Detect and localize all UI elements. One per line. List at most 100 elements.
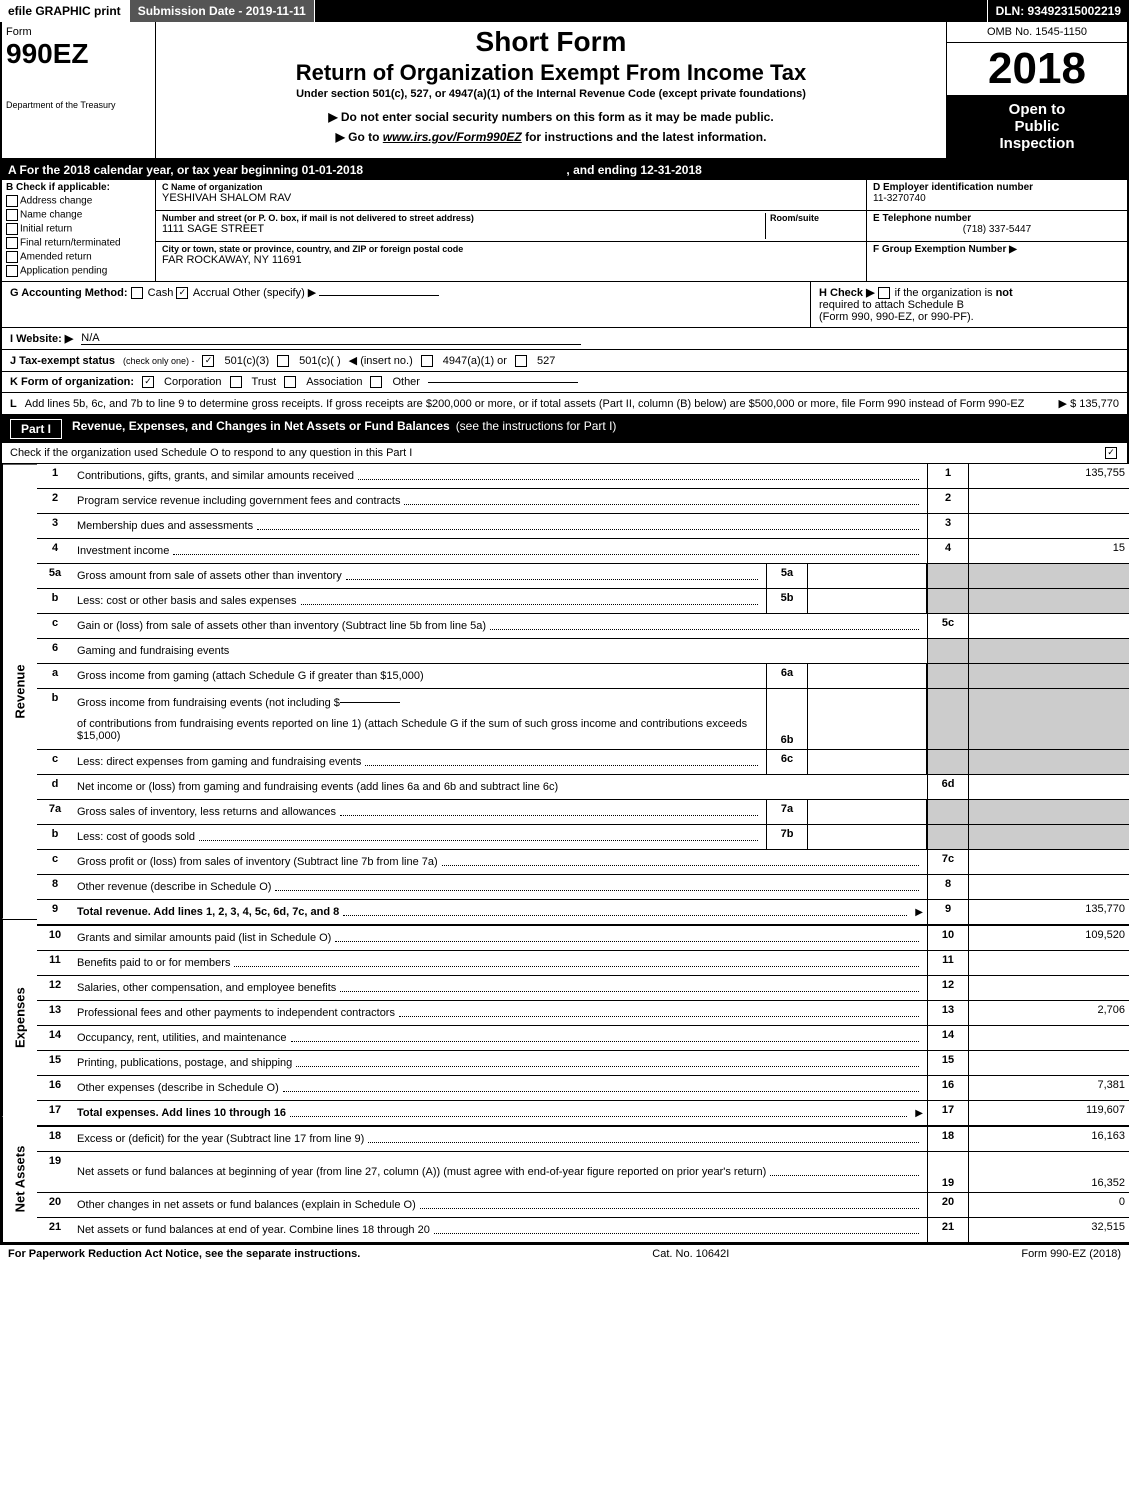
section-e: E Telephone number (718) 337-5447 <box>867 211 1127 242</box>
footer-center: Cat. No. 10642I <box>360 1248 1021 1260</box>
l-text: Add lines 5b, 6c, and 7b to line 9 to de… <box>25 398 1051 410</box>
accounting-label: G Accounting Method: <box>10 287 128 299</box>
header-right: OMB No. 1545-1150 2018 Open to Public In… <box>947 22 1127 158</box>
city-value: FAR ROCKAWAY, NY 11691 <box>162 254 860 266</box>
line-17-desc: Total expenses. Add lines 10 through 16 <box>77 1107 286 1119</box>
check-schedule-o[interactable] <box>1105 447 1117 459</box>
check-address-change[interactable]: Address change <box>6 195 151 207</box>
line-5b-subval <box>808 589 927 613</box>
check-accrual[interactable] <box>176 287 188 299</box>
line-6a: a Gross income from gaming (attach Sched… <box>37 663 1129 688</box>
line-6b: b Gross income from fundraising events (… <box>37 688 1129 749</box>
line-4-val: 15 <box>968 539 1129 563</box>
check-501c3[interactable] <box>202 355 214 367</box>
check-corp[interactable] <box>142 376 154 388</box>
line-7c-desc: Gross profit or (loss) from sales of inv… <box>77 856 438 868</box>
submission-date: Submission Date - 2019-11-11 <box>130 0 315 22</box>
section-k: K Form of organization: Corporation Trus… <box>0 372 1129 393</box>
line-17: 17 Total expenses. Add lines 10 through … <box>37 1100 1129 1125</box>
open-line1: Open to <box>953 101 1121 118</box>
period-end: , and ending 12-31-2018 <box>566 163 701 177</box>
j-detail: (check only one) - <box>123 356 195 366</box>
cash-label: Cash <box>148 287 174 299</box>
check-h[interactable] <box>878 287 890 299</box>
line-4-desc: Investment income <box>77 545 169 557</box>
city-label: City or town, state or province, country… <box>162 244 860 254</box>
section-g: G Accounting Method: Cash Accrual Other … <box>2 282 810 327</box>
dln: DLN: 93492315002219 <box>987 0 1129 22</box>
line-4: 4 Investment income 4 15 <box>37 538 1129 563</box>
line-14-val <box>968 1026 1129 1050</box>
line-6c-subval <box>808 750 927 774</box>
line-8: 8 Other revenue (describe in Schedule O)… <box>37 874 1129 899</box>
line-5a-subval <box>808 564 927 588</box>
line-6c-sub: 6c <box>766 750 808 774</box>
ein-value: 11-3270740 <box>873 193 1121 204</box>
part1-instr: (see the instructions for Part I) <box>456 419 617 439</box>
check-name-change[interactable]: Name change <box>6 209 151 221</box>
street-cell: Number and street (or P. O. box, if mail… <box>156 211 866 242</box>
check-initial-return[interactable]: Initial return <box>6 223 151 235</box>
line-15-val <box>968 1051 1129 1075</box>
section-c: C Name of organization YESHIVAH SHALOM R… <box>156 180 866 281</box>
open-line2: Public <box>953 118 1121 135</box>
check-final-return[interactable]: Final return/terminated <box>6 237 151 249</box>
line-13-val: 2,706 <box>968 1001 1129 1025</box>
line-11: 11 Benefits paid to or for members 11 <box>37 950 1129 975</box>
line-18-val: 16,163 <box>968 1127 1129 1151</box>
l-value: ▶ $ 135,770 <box>1059 397 1119 410</box>
tax-year: 2018 <box>947 43 1127 95</box>
phone-value: (718) 337-5447 <box>873 224 1121 235</box>
other-org-label: Other <box>392 376 420 388</box>
id-col: D Employer identification number 11-3270… <box>866 180 1127 281</box>
check-assoc[interactable] <box>284 376 296 388</box>
line-12-desc: Salaries, other compensation, and employ… <box>77 982 336 994</box>
check-application-pending[interactable]: Application pending <box>6 265 151 277</box>
line-6d: d Net income or (loss) from gaming and f… <box>37 774 1129 799</box>
footer-left: For Paperwork Reduction Act Notice, see … <box>8 1248 360 1260</box>
line-9: 9 Total revenue. Add lines 1, 2, 3, 4, 5… <box>37 899 1129 924</box>
check-other-org[interactable] <box>370 376 382 388</box>
street-value: 1111 SAGE STREET <box>162 223 765 235</box>
info-block: B Check if applicable: Address change Na… <box>0 180 1129 282</box>
check-cash[interactable] <box>131 287 143 299</box>
line-6b-subval <box>808 689 927 749</box>
line-6b-sub: 6b <box>766 689 808 749</box>
h-label: H Check ▶ <box>819 287 875 299</box>
line-21-val: 32,515 <box>968 1218 1129 1242</box>
line-7b: b Less: cost of goods sold 7b <box>37 824 1129 849</box>
efile-print[interactable]: efile GRAPHIC print <box>0 0 130 22</box>
line-7a-sub: 7a <box>766 800 808 824</box>
dept-treasury: Department of the Treasury <box>6 100 151 110</box>
line-16-desc: Other expenses (describe in Schedule O) <box>77 1082 279 1094</box>
check-4947[interactable] <box>421 355 433 367</box>
part1-header: Part I Revenue, Expenses, and Changes in… <box>0 415 1129 443</box>
trust-label: Trust <box>252 376 277 388</box>
check-amended-return[interactable]: Amended return <box>6 251 151 263</box>
line-1-val: 135,755 <box>968 464 1129 488</box>
line-13-desc: Professional fees and other payments to … <box>77 1007 395 1019</box>
phone-label: E Telephone number <box>873 213 1121 224</box>
check-527[interactable] <box>515 355 527 367</box>
part1-check-text: Check if the organization used Schedule … <box>10 447 1097 459</box>
line-6c: c Less: direct expenses from gaming and … <box>37 749 1129 774</box>
527-label: 527 <box>537 355 555 367</box>
line-6d-val <box>968 775 1129 799</box>
form-header: Form 990EZ Department of the Treasury Sh… <box>0 22 1129 160</box>
line-6c-desc: Less: direct expenses from gaming and fu… <box>77 756 361 768</box>
irs-link[interactable]: www.irs.gov/Form990EZ <box>383 130 522 144</box>
open-public-inspection: Open to Public Inspection <box>947 95 1127 158</box>
section-i: I Website: ▶ N/A <box>0 328 1129 350</box>
part1-title: Revenue, Expenses, and Changes in Net As… <box>72 419 450 439</box>
line-9-desc: Total revenue. Add lines 1, 2, 3, 4, 5c,… <box>77 906 339 918</box>
goto-notice: ▶ Go to www.irs.gov/Form990EZ for instru… <box>164 130 938 144</box>
form-org-label: K Form of organization: <box>10 376 134 388</box>
501c3-label: 501(c)(3) <box>224 355 269 367</box>
check-trust[interactable] <box>230 376 242 388</box>
short-form-title: Short Form <box>164 26 938 58</box>
line-11-val <box>968 951 1129 975</box>
line-6b-desc1: Gross income from fundraising events (no… <box>77 697 340 709</box>
check-501c[interactable] <box>277 355 289 367</box>
line-7a-desc: Gross sales of inventory, less returns a… <box>77 806 336 818</box>
line-10-val: 109,520 <box>968 926 1129 950</box>
